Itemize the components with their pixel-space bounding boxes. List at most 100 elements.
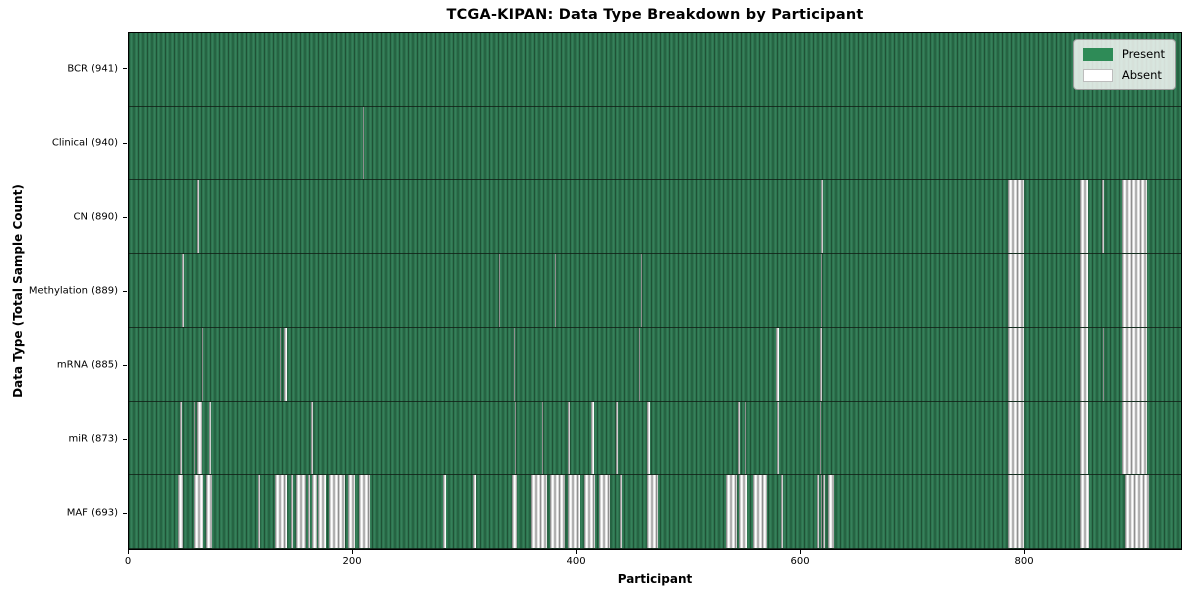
- absent-band: [541, 401, 543, 475]
- absent-band: [819, 401, 822, 475]
- y-tick-label-Clinical: Clinical (940): [51, 137, 118, 149]
- absent-band: [312, 475, 317, 548]
- absent-band: [584, 475, 596, 548]
- absent-band: [641, 254, 643, 327]
- x-tick-mark: [1024, 550, 1026, 554]
- heatmap-row-Methylation: [129, 254, 1181, 328]
- absent-band: [1102, 327, 1105, 401]
- absent-band: [1121, 254, 1148, 327]
- x-axis-ticks: 0 200 400 600 800: [124, 550, 1182, 576]
- absent-band: [295, 475, 306, 548]
- absent-band: [819, 327, 823, 401]
- absent-band: [780, 475, 783, 548]
- y-tick-label-mRNA: mRNA (885): [56, 359, 118, 371]
- absent-band: [275, 475, 287, 548]
- y-tick-mark: [123, 216, 127, 218]
- absent-band: [739, 475, 748, 548]
- absent-band: [359, 475, 371, 548]
- absent-band: [646, 475, 658, 548]
- absent-band: [206, 475, 212, 548]
- heatmap-row-miR: [129, 401, 1181, 476]
- absent-band: [180, 401, 182, 475]
- y-tick-label-miR: miR (873): [68, 433, 118, 445]
- absent-band: [348, 475, 355, 548]
- absent-band: [362, 106, 365, 180]
- absent-band: [499, 254, 501, 327]
- x-tick-mark: [576, 550, 578, 554]
- absent-band: [329, 475, 345, 548]
- absent-band: [1007, 401, 1025, 475]
- absent-band: [646, 401, 650, 475]
- y-tick-label-BCR: BCR (941): [67, 63, 118, 75]
- absent-band: [307, 475, 311, 548]
- absent-band: [568, 401, 570, 475]
- x-tick-label-200: 200: [342, 556, 362, 567]
- absent-band: [1080, 180, 1089, 254]
- absent-band: [1125, 475, 1149, 548]
- absent-band: [181, 254, 184, 327]
- absent-band: [554, 254, 557, 327]
- x-tick-mark: [128, 550, 129, 554]
- absent-band: [311, 401, 313, 475]
- absent-band: [752, 475, 768, 548]
- absent-band: [777, 401, 779, 475]
- legend-swatch-present: [1082, 47, 1113, 61]
- absent-band: [821, 475, 823, 548]
- absent-band: [197, 401, 202, 475]
- absent-band: [776, 327, 779, 401]
- absent-band: [1080, 327, 1089, 401]
- absent-band: [512, 475, 517, 548]
- legend-item-absent: Absent: [1082, 68, 1165, 82]
- x-tick-label-0: 0: [124, 556, 132, 567]
- heatmap-row-CN: [129, 180, 1181, 255]
- absent-band: [197, 180, 200, 254]
- absent-band: [616, 401, 618, 475]
- legend-label: Absent: [1121, 68, 1162, 82]
- heatmap-row-mRNA: [129, 327, 1181, 402]
- absent-band: [1080, 401, 1089, 475]
- absent-band: [1121, 327, 1148, 401]
- absent-band: [827, 475, 835, 548]
- y-tick-label-MAF: MAF (693): [66, 507, 118, 519]
- absent-band: [443, 475, 447, 548]
- absent-band: [531, 475, 548, 548]
- y-tick-mark: [123, 512, 127, 514]
- absent-band: [550, 475, 565, 548]
- absent-band: [1007, 475, 1025, 548]
- absent-band: [178, 475, 183, 548]
- absent-band: [291, 475, 294, 548]
- absent-band: [821, 254, 823, 327]
- absent-band: [193, 475, 203, 548]
- absent-band: [284, 327, 287, 401]
- absent-band: [514, 401, 517, 475]
- absent-band: [193, 401, 196, 475]
- heatmap-row-BCR: [129, 33, 1181, 107]
- absent-band: [317, 475, 326, 548]
- absent-band: [1007, 180, 1025, 254]
- legend-label: Present: [1121, 47, 1165, 61]
- absent-band: [619, 475, 623, 548]
- y-tick-mark: [123, 142, 127, 144]
- chart-title: TCGA-KIPAN: Data Type Breakdown by Parti…: [446, 7, 864, 23]
- y-tick-mark: [123, 364, 127, 366]
- x-tick-label-600: 600: [790, 556, 810, 567]
- absent-band: [201, 327, 204, 401]
- absent-band: [816, 475, 819, 548]
- absent-band: [638, 327, 641, 401]
- y-tick-mark: [123, 438, 127, 440]
- absent-band: [598, 475, 610, 548]
- plot-area: Present Absent: [128, 32, 1182, 550]
- x-tick-label-800: 800: [1014, 556, 1034, 567]
- absent-band: [513, 327, 515, 401]
- legend-item-present: Present: [1082, 47, 1165, 61]
- legend-swatch-absent: [1082, 68, 1113, 82]
- absent-band: [279, 327, 282, 401]
- heatmap-row-Clinical: [129, 106, 1181, 181]
- heatmap-row-MAF: [129, 475, 1181, 549]
- y-tick-mark: [123, 68, 127, 70]
- x-axis-label: Participant: [617, 572, 693, 586]
- y-tick-mark: [123, 290, 127, 292]
- absent-band: [821, 180, 824, 254]
- absent-band: [1080, 254, 1089, 327]
- x-tick-label-400: 400: [566, 556, 586, 567]
